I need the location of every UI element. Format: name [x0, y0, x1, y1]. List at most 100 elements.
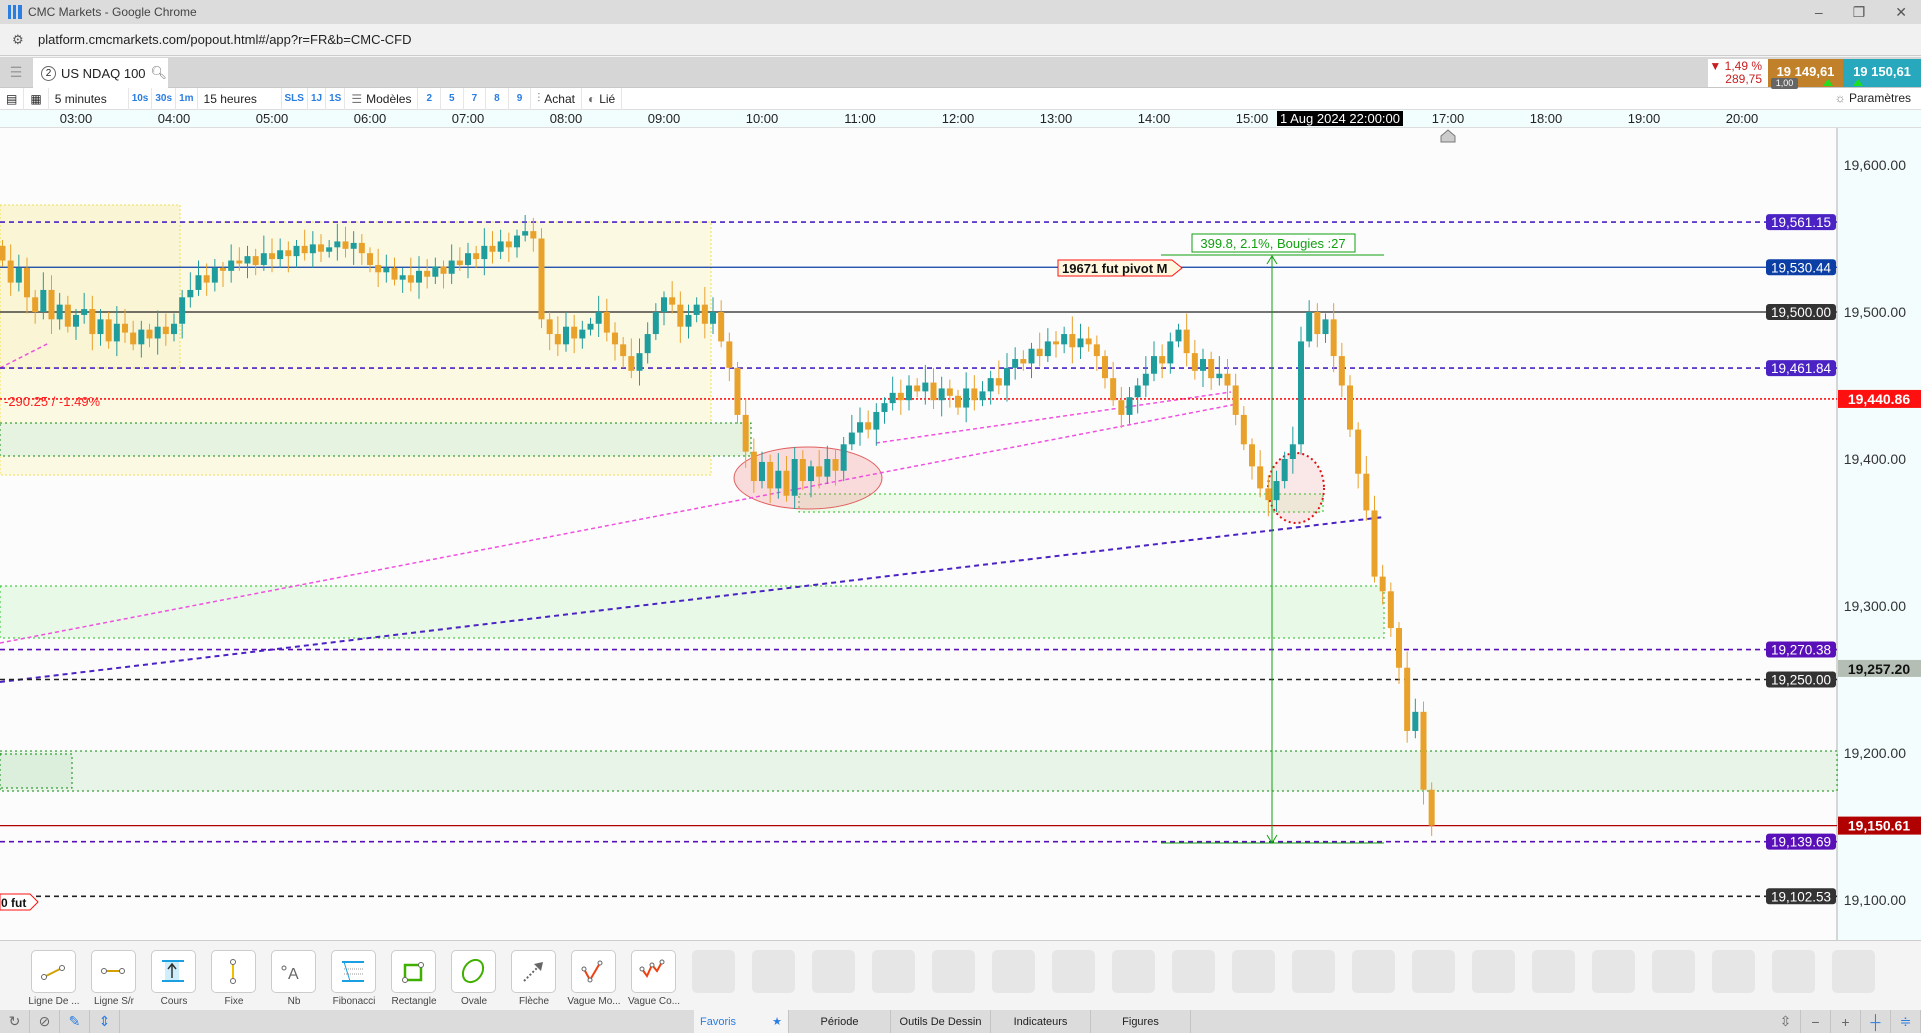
tab-outils-de-dessin[interactable]: Outils De Dessin: [891, 1010, 991, 1033]
tab-indicateurs[interactable]: Indicateurs: [991, 1010, 1091, 1033]
empty-tool-slot[interactable]: [1172, 950, 1215, 993]
empty-tool-slot[interactable]: [1292, 950, 1335, 993]
close-icon[interactable]: ✕: [1895, 3, 1907, 20]
crosshair-icon[interactable]: ┼: [1861, 1010, 1891, 1033]
candle-body: [808, 466, 814, 482]
tool-fixed-line[interactable]: [211, 950, 256, 993]
candle-body: [1347, 385, 1353, 430]
zoom-out-icon[interactable]: −: [1801, 1010, 1831, 1033]
tool-sr-line[interactable]: [91, 950, 136, 993]
candle: [767, 454, 774, 504]
tool-oval[interactable]: [451, 950, 496, 993]
preset-8[interactable]: 8: [486, 87, 509, 110]
empty-tool-slot[interactable]: [1652, 950, 1695, 993]
sort-arrows-icon[interactable]: ⇕: [90, 1010, 120, 1033]
range-select[interactable]: 15 heures: [198, 87, 282, 110]
empty-tool-slot[interactable]: [1832, 950, 1875, 993]
settings-button[interactable]: ☼ Paramètres: [1835, 91, 1911, 105]
candle-body: [1404, 667, 1411, 731]
address-bar[interactable]: ⚙ platform.cmcmarkets.com/popout.html#/a…: [0, 24, 1921, 56]
empty-tool-slot[interactable]: [692, 950, 735, 993]
preset-9[interactable]: 9: [509, 87, 532, 110]
candle-body: [563, 326, 569, 345]
empty-tool-slot[interactable]: [1592, 950, 1635, 993]
candle: [889, 376, 896, 411]
candle-body: [1387, 591, 1394, 629]
empty-tool-slot[interactable]: [1052, 950, 1095, 993]
empty-tool-slot[interactable]: [752, 950, 795, 993]
candle: [1314, 303, 1321, 348]
layout-icon[interactable]: ▦: [24, 87, 49, 110]
tool-fibonacci[interactable]: [331, 950, 376, 993]
range-1j[interactable]: 1J: [308, 87, 327, 110]
restore-icon[interactable]: ❐: [1852, 3, 1866, 20]
candle: [840, 436, 847, 482]
menu-icon[interactable]: ☰: [9, 64, 23, 80]
tab-figures[interactable]: Figures: [1091, 1010, 1191, 1033]
empty-tool-slot[interactable]: [1112, 950, 1155, 993]
tool-rectangle[interactable]: [391, 950, 436, 993]
zoom-in-icon[interactable]: +: [1831, 1010, 1861, 1033]
empty-tool-slot[interactable]: [1352, 950, 1395, 993]
candle: [432, 257, 439, 285]
quick-1m[interactable]: 1m: [176, 87, 198, 110]
instrument-tab[interactable]: 2 US NDAQ 100 🔍︎: [33, 58, 168, 88]
candle-body: [1167, 341, 1174, 364]
candle-body: [848, 432, 855, 445]
preset-5[interactable]: 5: [441, 87, 464, 110]
time-axis[interactable]: 03:00 04:00 05:00 06:00 07:00 08:00 09:00 10:00…: [0, 110, 1921, 128]
empty-tool-slot[interactable]: [1232, 950, 1275, 993]
linked-button[interactable]: ◐ Lié: [582, 87, 623, 110]
candle: [81, 292, 88, 324]
minimize-icon[interactable]: –: [1814, 3, 1823, 20]
candle-body: [187, 289, 194, 298]
quick-30s[interactable]: 30s: [152, 87, 177, 110]
empty-tool-slot[interactable]: [1712, 950, 1755, 993]
tool-wave-complex[interactable]: [631, 950, 676, 993]
tool-text[interactable]: A: [271, 950, 316, 993]
list-icon[interactable]: ▤: [0, 87, 25, 110]
candle-body: [1036, 348, 1043, 357]
fit-icon[interactable]: ⇳: [1771, 1010, 1801, 1033]
search-icon[interactable]: 🔍︎: [150, 65, 168, 80]
quick-10s[interactable]: 10s: [129, 87, 153, 110]
tab-favoris[interactable]: Favoris ★: [694, 1010, 789, 1033]
price-chart[interactable]: 19,600.00 19,500.00 19,400.00 19,300.00 19,2…: [0, 128, 1921, 940]
empty-tool-slot[interactable]: [932, 950, 975, 993]
rectangle-icon: [402, 962, 424, 983]
candle: [318, 234, 324, 263]
site-settings-icon[interactable]: ⚙: [12, 31, 24, 47]
empty-tool-slot[interactable]: [872, 950, 915, 993]
empty-tool-slot[interactable]: [1412, 950, 1455, 993]
empty-tool-slot[interactable]: [1532, 950, 1575, 993]
vertical-scale-icon[interactable]: ≑: [1891, 1010, 1921, 1033]
preset-2[interactable]: 2: [418, 87, 442, 110]
price-axis-background: [1837, 128, 1921, 940]
pencil-icon[interactable]: ✎: [60, 1010, 90, 1033]
tool-wave[interactable]: [571, 950, 616, 993]
tab-periode[interactable]: Période: [789, 1010, 891, 1033]
url-text[interactable]: platform.cmcmarkets.com/popout.html#/app…: [38, 32, 412, 47]
price-tag-label: 19,461.84: [1771, 361, 1832, 376]
buy-button[interactable]: 19 150,61: [1843, 59, 1921, 87]
tool-trend-line[interactable]: [31, 950, 76, 993]
interval-select[interactable]: 5 minutes: [49, 87, 129, 110]
candle: [1200, 348, 1206, 387]
empty-tool-slot[interactable]: [992, 950, 1035, 993]
refresh-icon[interactable]: ↻: [0, 1010, 30, 1033]
range-1s[interactable]: 1S: [326, 87, 346, 110]
empty-tool-slot[interactable]: [812, 950, 855, 993]
empty-tool-slot[interactable]: [1772, 950, 1815, 993]
range-sls[interactable]: SLS: [282, 87, 308, 110]
cancel-icon[interactable]: ⊘: [30, 1010, 60, 1033]
tool-price-range[interactable]: [151, 950, 196, 993]
tool-arrow[interactable]: [511, 950, 556, 993]
empty-tool-slot[interactable]: [1472, 950, 1515, 993]
preset-7[interactable]: 7: [464, 87, 487, 110]
candle: [73, 309, 79, 340]
candle: [742, 398, 749, 468]
models-button[interactable]: ☰ Modèles: [345, 87, 419, 110]
buy-mode-button[interactable]: ⫶ Achat: [531, 87, 582, 110]
candle: [416, 256, 422, 299]
candle: [1412, 698, 1419, 739]
